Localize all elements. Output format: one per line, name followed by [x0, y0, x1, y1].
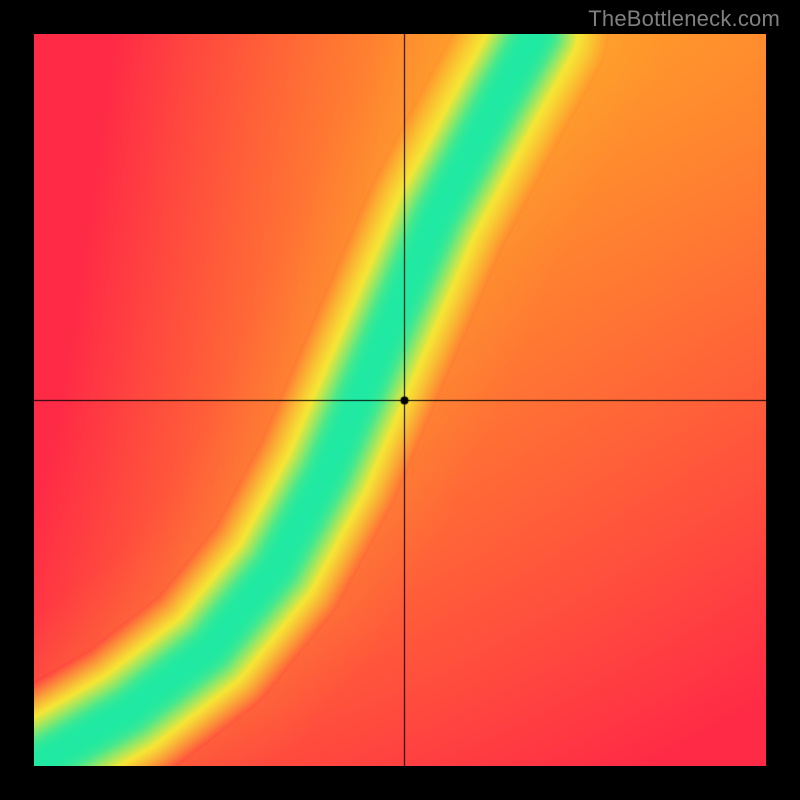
bottleneck-heatmap — [34, 34, 766, 766]
chart-container: TheBottleneck.com — [0, 0, 800, 800]
watermark-text: TheBottleneck.com — [588, 6, 780, 32]
